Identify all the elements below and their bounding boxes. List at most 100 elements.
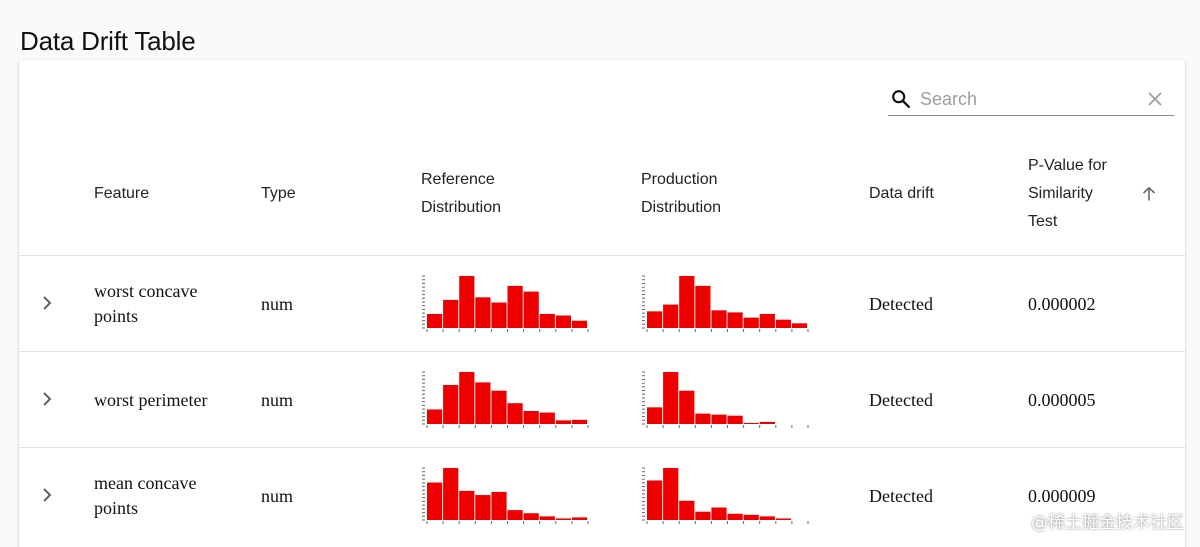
chevron-right-icon[interactable] <box>39 390 55 408</box>
histogram-bar <box>791 323 808 328</box>
column-header-production-line2: Distribution <box>641 199 722 216</box>
drift-status: Detected <box>869 390 933 410</box>
feature-name: worst concave points <box>94 281 198 326</box>
reference-histogram <box>422 371 589 428</box>
histogram-bar <box>507 510 523 520</box>
histogram-bar <box>727 513 743 520</box>
arrow-up-icon[interactable] <box>1140 185 1158 203</box>
drift-status: Detected <box>869 486 933 506</box>
histogram-bar <box>523 291 539 328</box>
histogram-bar <box>679 276 695 328</box>
column-header-type[interactable]: Type <box>261 185 296 202</box>
histogram-bar <box>539 516 555 520</box>
column-header-reference-distribution[interactable]: Reference Distribution <box>421 166 501 222</box>
chevron-right-icon[interactable] <box>39 294 55 312</box>
histogram-bar <box>711 310 727 328</box>
histogram-bar <box>695 285 711 328</box>
histogram-bar <box>743 317 759 328</box>
histogram-bar <box>743 422 759 424</box>
histogram-bar <box>711 507 727 520</box>
data-drift-table: Feature Type Reference Distribution Prod… <box>19 60 1185 547</box>
histogram-bar <box>507 285 523 328</box>
histogram-bar <box>775 518 791 520</box>
search-input[interactable] <box>920 86 1130 112</box>
histogram-bar <box>491 491 507 520</box>
histogram-bar <box>539 313 555 328</box>
histogram-bar <box>443 468 459 520</box>
drift-status: Detected <box>869 294 933 314</box>
histogram-bar <box>555 315 571 328</box>
histogram-bar <box>759 421 775 424</box>
column-header-p-value[interactable]: P-Value for Similarity Test <box>1028 152 1107 236</box>
p-value: 0.000005 <box>1028 390 1096 410</box>
feature-type: num <box>261 294 294 314</box>
histogram-bar <box>759 313 775 328</box>
histogram-bar <box>523 513 539 520</box>
histogram-bar <box>427 313 443 328</box>
histogram-bar <box>647 407 663 424</box>
histogram-bar <box>539 412 555 424</box>
histogram-bar <box>743 514 759 520</box>
histogram-bar <box>523 411 539 424</box>
histogram-bar <box>663 372 679 424</box>
chevron-right-icon[interactable] <box>39 486 55 504</box>
histogram-bar <box>459 372 475 424</box>
feature-type: num <box>261 390 294 410</box>
histogram-bar <box>727 415 743 424</box>
histogram-bar <box>555 420 571 424</box>
column-header-p-value-line3: Test <box>1028 213 1058 230</box>
p-value: 0.000009 <box>1028 486 1096 506</box>
column-header-p-value-line2: Similarity <box>1028 185 1093 202</box>
histogram-bar <box>427 409 443 424</box>
table-row[interactable]: worst perimeter num Detected 0.000005 <box>19 351 1185 447</box>
histogram-bar <box>555 518 571 520</box>
histogram-bar <box>695 511 711 520</box>
column-header-feature[interactable]: Feature <box>94 185 150 202</box>
page-title: Data Drift Table <box>20 26 196 56</box>
column-header-data-drift[interactable]: Data drift <box>869 185 934 202</box>
histogram-bar <box>459 490 475 520</box>
histogram-bar <box>427 482 443 520</box>
column-header-p-value-line1: P-Value for <box>1028 157 1107 174</box>
feature-name: mean concave points <box>94 473 197 518</box>
histogram-bar <box>475 495 491 520</box>
reference-histogram <box>422 467 589 524</box>
histogram-bar <box>491 302 507 328</box>
production-histogram <box>642 275 809 332</box>
histogram-bar <box>443 385 459 424</box>
feature-type: num <box>261 486 294 506</box>
column-header-production-line1: Production <box>641 171 718 188</box>
histogram-bar <box>647 480 663 520</box>
histogram-bar <box>475 382 491 424</box>
column-header-reference-line2: Distribution <box>421 199 502 216</box>
histogram-bar <box>663 468 679 520</box>
histogram-bar <box>459 276 475 328</box>
histogram-bar <box>571 419 588 424</box>
search-icon <box>892 90 910 108</box>
histogram-bar <box>759 516 775 520</box>
production-histogram <box>642 371 809 428</box>
histogram-bar <box>663 304 679 328</box>
histogram-bar <box>711 414 727 424</box>
column-header-production-distribution[interactable]: Production Distribution <box>641 166 721 222</box>
table-row[interactable]: mean concave points num Detected 0.00000… <box>19 447 1185 543</box>
production-histogram <box>642 467 809 524</box>
histogram-bar <box>491 390 507 424</box>
histogram-bar <box>679 500 695 520</box>
reference-histogram <box>422 275 589 332</box>
histogram-bar <box>571 517 588 520</box>
search-field[interactable] <box>888 84 1174 116</box>
histogram-bar <box>647 311 663 328</box>
histogram-bar <box>775 319 791 328</box>
feature-name: worst perimeter <box>94 390 208 410</box>
histogram-bar <box>443 299 459 328</box>
histogram-bar <box>475 297 491 328</box>
close-icon[interactable] <box>1146 90 1164 108</box>
table-row[interactable]: worst concave points num Detected 0.0000… <box>19 255 1185 351</box>
p-value: 0.000002 <box>1028 294 1096 314</box>
histogram-bar <box>571 320 588 328</box>
watermark: @稀土掘金技术社区 <box>1031 513 1184 533</box>
histogram-bar <box>695 413 711 424</box>
histogram-bar <box>727 312 743 328</box>
histogram-bar <box>679 390 695 424</box>
